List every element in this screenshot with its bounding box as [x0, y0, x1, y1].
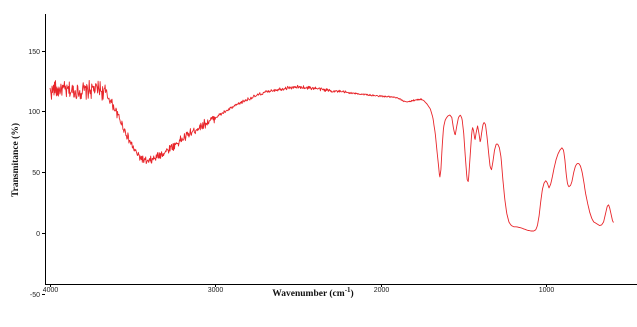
x-tick-label: 4000 — [43, 287, 59, 294]
y-tick-label: 150 — [28, 49, 40, 56]
x-axis-title-end: ) — [351, 288, 354, 299]
y-tick-label: 100 — [28, 109, 40, 116]
series-line — [49, 79, 614, 232]
y-tick-label: 50 — [32, 170, 40, 177]
x-axis-title-superscript: -1 — [345, 286, 351, 294]
x-axis-title-main: Wavenumber (cm — [272, 288, 344, 299]
y-tick-label: 0 — [36, 231, 40, 238]
x-tick-label: 1000 — [539, 287, 555, 294]
x-tick-label: 3000 — [208, 287, 224, 294]
x-axis-ticks: 4000 3000 2000 1000 — [43, 284, 555, 294]
y-axis-title: Transmitance (%) — [10, 123, 21, 197]
y-axis-ticks: -50 0 50 100 150 — [28, 49, 45, 299]
x-tick-label: 2000 — [374, 287, 390, 294]
x-axis-title: Wavenumber (cm-1) — [272, 286, 353, 299]
y-tick-label: -50 — [30, 292, 40, 299]
